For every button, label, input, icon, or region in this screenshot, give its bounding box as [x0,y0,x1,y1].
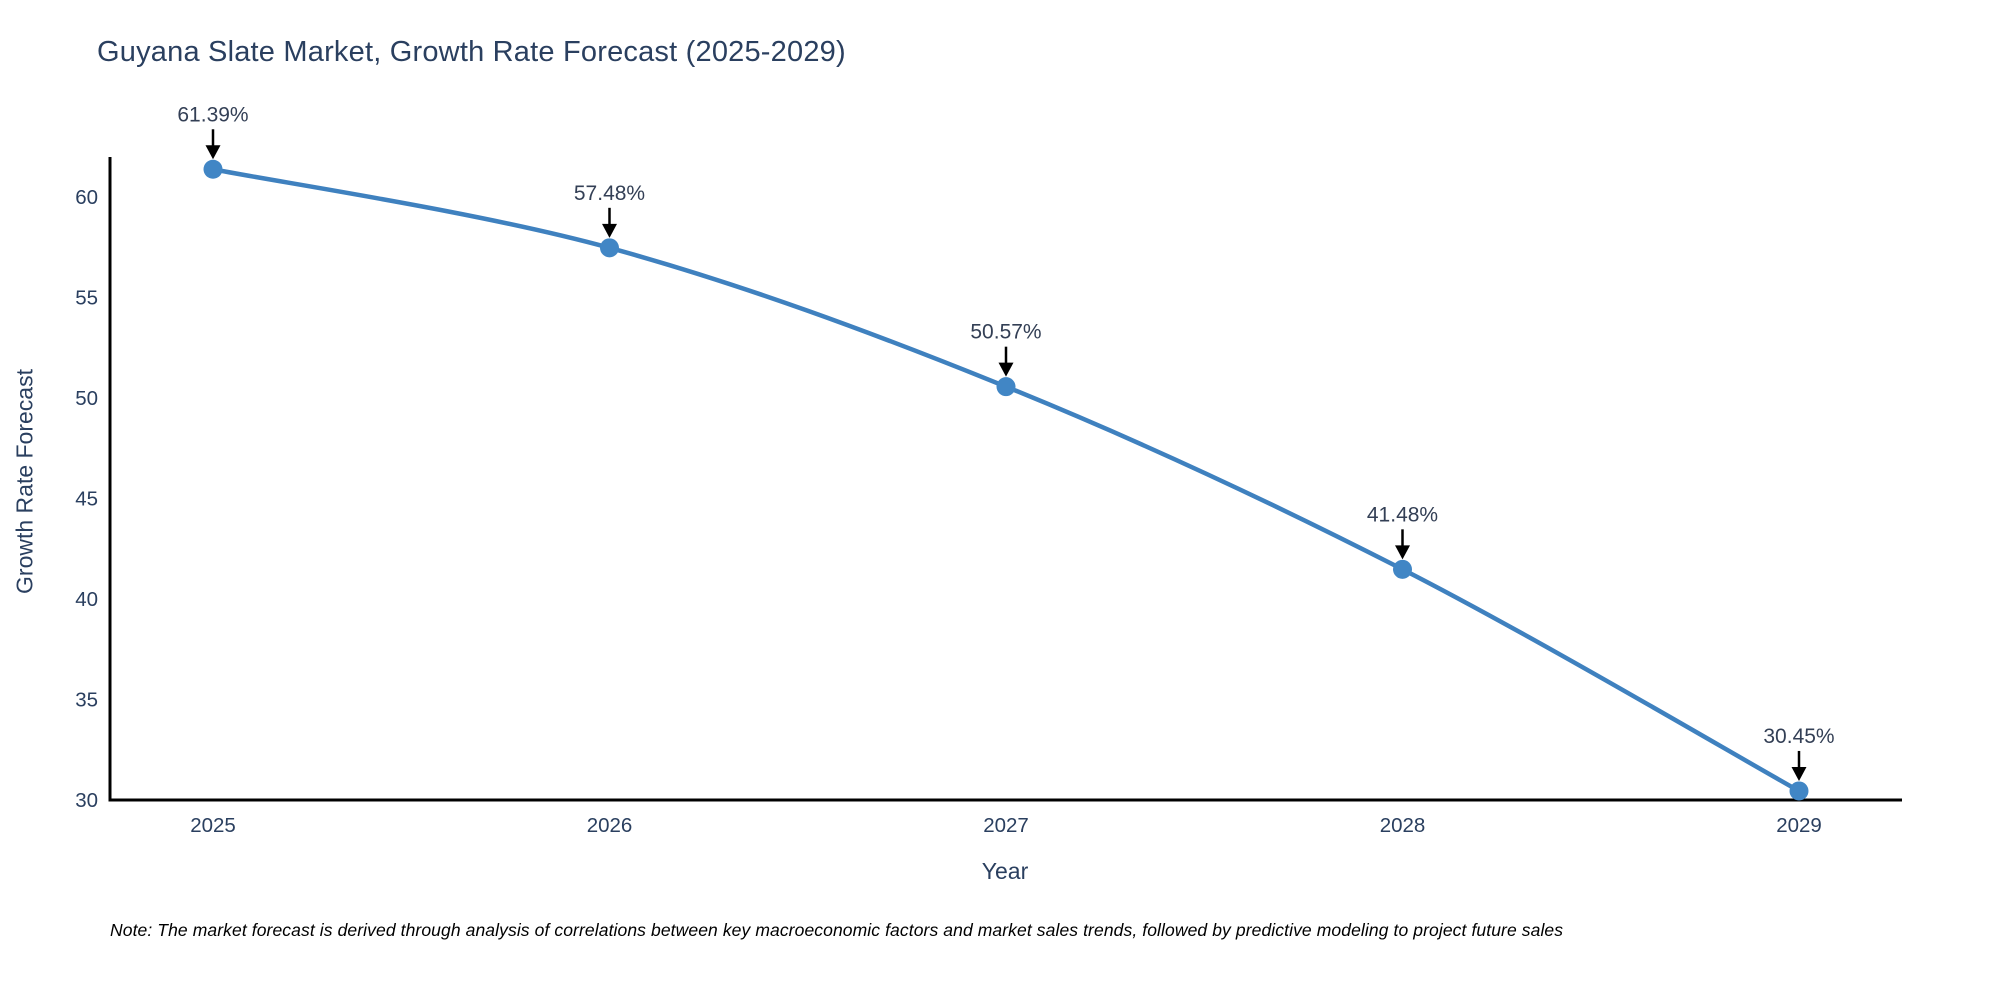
data-point-marker [203,159,223,179]
x-tick-label: 2025 [190,814,236,837]
y-tick-label: 45 [75,488,98,511]
data-point-marker [996,377,1016,397]
annotation-label: 41.48% [1367,503,1438,526]
x-tick-label: 2029 [1776,814,1822,837]
y-axis-title: Growth Rate Forecast [11,369,38,594]
x-axis-title: Year [981,858,1029,884]
data-point-marker [600,238,619,258]
y-tick-label: 35 [75,689,98,712]
annotation-arrowhead-icon [205,145,221,160]
y-tick-label: 50 [75,387,98,410]
annotation-arrowhead-icon [1791,766,1807,781]
annotation-label: 50.57% [970,321,1041,344]
x-tick-label: 2026 [587,814,633,837]
annotation-label: 61.39% [177,103,248,126]
annotation-label: 30.45% [1763,725,1834,748]
data-point-marker [1789,781,1809,801]
y-tick-label: 30 [75,789,98,812]
y-tick-label: 40 [75,588,98,611]
data-point-marker [1393,559,1412,579]
x-tick-label: 2028 [1380,814,1426,837]
series-line [210,167,1802,794]
y-tick-label: 60 [75,186,98,209]
annotation-arrowhead-icon [998,362,1014,377]
annotation-arrowhead-icon [602,223,617,238]
y-tick-label: 55 [75,287,98,310]
footnote: Note: The market forecast is derived thr… [110,920,1564,940]
chart-title: Guyana Slate Market, Growth Rate Forecas… [97,36,846,68]
annotation-label: 57.48% [574,182,645,205]
annotation-arrowhead-icon [1395,545,1410,560]
x-tick-label: 2027 [983,814,1029,837]
